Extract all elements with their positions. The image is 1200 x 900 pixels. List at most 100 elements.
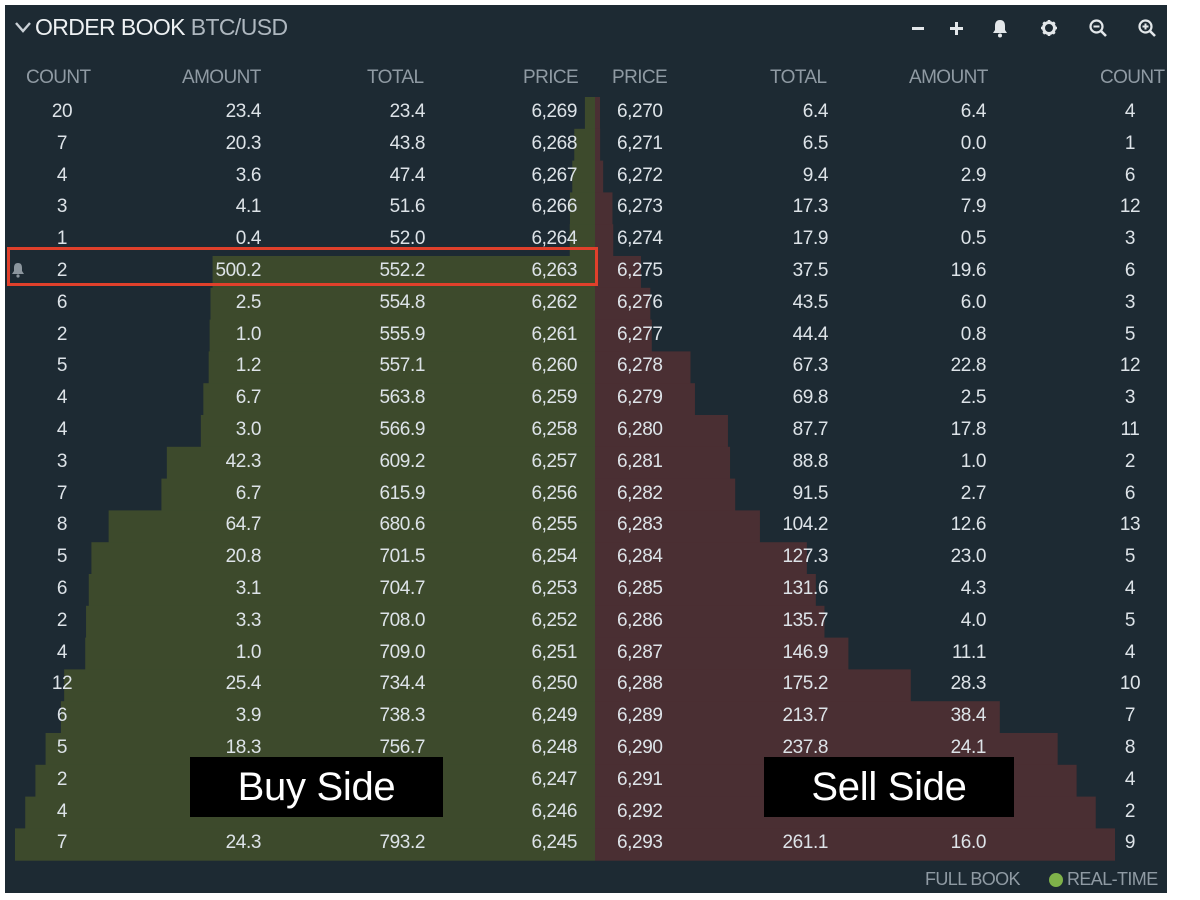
bid-total-header[interactable]: TOTAL [367, 67, 424, 88]
bid-count-cell: 6 [56, 291, 68, 313]
bid-count-cell: 4 [56, 641, 68, 663]
order-row[interactable]: 2 3.3 708.0 6,252 6,286 135.7 4.0 5 [5, 606, 1167, 638]
order-book-footer: FULL BOOK REAL-TIME [5, 865, 1167, 893]
order-row[interactable]: 7 6.7 615.9 6,256 6,282 91.5 2.7 6 [5, 479, 1167, 511]
order-row[interactable]: 6 2.5 554.8 6,262 6,276 43.5 6.0 3 [5, 288, 1167, 320]
bid-count-cell: 8 [56, 514, 68, 536]
order-row[interactable]: 5 20.8 701.5 6,254 6,284 127.3 23.0 5 [5, 542, 1167, 574]
ask-price-cell: 6,285 [617, 578, 663, 599]
bid-amount-cell: 500.2 [215, 260, 261, 281]
order-row[interactable]: 4 1.0 709.0 6,251 6,287 146.9 11.1 4 [5, 638, 1167, 670]
bid-count-cell: 4 [56, 800, 68, 822]
bid-price-cell: 6,247 [531, 768, 577, 790]
bid-count-cell: 3 [56, 196, 68, 218]
bid-count-cell: 4 [56, 387, 68, 409]
ask-amount-cell: 28.3 [950, 673, 987, 695]
ask-amount-cell: 12.6 [950, 514, 987, 536]
order-row[interactable]: 8 64.7 680.6 6,255 6,283 104.2 12.6 13 [5, 510, 1167, 542]
ask-depth-bar [595, 574, 816, 607]
price-alert-bell-icon[interactable] [11, 262, 25, 278]
bid-count-header[interactable]: COUNT [26, 67, 91, 88]
order-row[interactable]: 6 3.9 738.3 6,249 6,289 213.7 38.4 7 [5, 701, 1167, 733]
zoom-in-icon[interactable] [1136, 17, 1158, 39]
ask-price-header[interactable]: PRICE [612, 67, 668, 88]
order-row[interactable]: 6 3.1 704.7 6,253 6,285 131.6 4.3 4 [5, 574, 1167, 606]
order-row[interactable]: 7 24.3 793.2 6,245 6,293 261.1 16.0 9 [5, 828, 1167, 860]
ask-count-cell: 7 [1124, 705, 1136, 727]
order-row[interactable]: 2 6,247 6,291 4 [5, 765, 1167, 797]
bid-price-cell: 6,254 [531, 546, 577, 568]
gear-icon[interactable] [1038, 17, 1060, 39]
bid-total-cell: 704.7 [379, 578, 425, 599]
bid-total-cell: 23.4 [389, 101, 426, 122]
zoom-out-icon[interactable] [1087, 17, 1109, 39]
ask-count-cell: 9 [1124, 832, 1136, 854]
bid-amount-cell: 23.4 [225, 101, 262, 122]
bid-depth-bar [60, 701, 596, 734]
bid-depth-bar [584, 97, 595, 130]
ask-depth-bar [595, 128, 601, 162]
bid-amount-header[interactable]: AMOUNT [182, 67, 261, 88]
plus-icon[interactable] [945, 17, 967, 39]
ask-amount-cell: 2.9 [960, 164, 987, 186]
chevron-down-icon[interactable] [13, 19, 33, 35]
realtime-toggle[interactable]: REAL-TIME [1067, 869, 1158, 889]
ask-price-cell: 6,271 [617, 132, 663, 154]
order-row[interactable]: 4 6.7 563.8 6,259 6,279 69.8 2.5 3 [5, 383, 1167, 415]
ask-count-cell: 10 [1119, 673, 1141, 695]
order-row[interactable]: 12 25.4 734.4 6,250 6,288 175.2 28.3 10 [5, 669, 1167, 701]
order-row[interactable]: 4 6,246 6,292 2 [5, 797, 1167, 829]
ask-price-cell: 6,289 [617, 705, 663, 727]
ask-depth-bar [595, 192, 613, 225]
ask-count-cell: 4 [1124, 101, 1136, 122]
minus-icon[interactable] [907, 17, 929, 39]
bid-depth-bar [86, 605, 595, 639]
order-row[interactable]: 7 20.3 43.8 6,268 6,271 6.5 0.0 1 [5, 129, 1167, 161]
realtime-status-dot-icon [1049, 873, 1063, 887]
order-row[interactable]: 20 23.4 23.4 6,269 6,270 6.4 6.4 4 [5, 97, 1167, 129]
full-book-link[interactable]: FULL BOOK [925, 869, 1021, 889]
ask-amount-cell: 4.0 [960, 609, 987, 631]
column-headers: COUNT AMOUNT TOTAL PRICE PRICE TOTAL AMO… [5, 61, 1167, 95]
ask-count-cell: 11 [1120, 419, 1140, 440]
bid-depth-bar [88, 574, 595, 607]
order-row[interactable]: 5 1.2 557.1 6,260 6,278 67.3 22.8 12 [5, 351, 1167, 383]
bid-amount-cell: 3.1 [235, 578, 262, 599]
ask-depth-bar [595, 637, 849, 670]
ask-count-cell: 2 [1124, 450, 1136, 472]
ask-total-cell: 175.2 [782, 673, 828, 695]
bid-total-cell: 554.8 [379, 291, 425, 313]
ask-price-cell: 6,277 [617, 323, 663, 345]
ask-price-cell: 6,291 [617, 768, 663, 790]
bid-price-cell: 6,256 [531, 482, 577, 504]
ask-price-cell: 6,281 [617, 450, 663, 472]
order-row[interactable]: 4 3.0 566.9 6,258 6,280 87.7 17.8 11 [5, 415, 1167, 447]
order-row[interactable]: 2 1.0 555.9 6,261 6,277 44.4 0.8 5 [5, 320, 1167, 352]
ask-price-cell: 6,284 [617, 546, 663, 568]
ask-count-header[interactable]: COUNT [1100, 67, 1165, 88]
bid-depth-bar [203, 383, 596, 416]
bid-amount-cell: 1.0 [235, 641, 262, 663]
bid-price-cell: 6,257 [531, 450, 577, 472]
order-row[interactable]: 4 3.6 47.4 6,267 6,272 9.4 2.9 6 [5, 161, 1167, 193]
order-row[interactable]: 2 500.2 552.2 6,263 6,275 37.5 19.6 6 [5, 256, 1167, 288]
order-row[interactable]: 3 42.3 609.2 6,257 6,281 88.8 1.0 2 [5, 447, 1167, 479]
ask-price-cell: 6,280 [617, 419, 663, 440]
order-row[interactable]: 1 0.4 52.0 6,264 6,274 17.9 0.5 3 [5, 224, 1167, 256]
ask-count-cell: 5 [1124, 546, 1136, 568]
bid-amount-cell: 20.8 [225, 546, 262, 568]
bid-depth-bar [569, 192, 595, 225]
ask-count-cell: 4 [1124, 578, 1136, 599]
bid-price-header[interactable]: PRICE [523, 67, 579, 88]
order-row[interactable]: 3 4.1 51.6 6,266 6,273 17.3 7.9 12 [5, 192, 1167, 224]
bid-amount-cell: 6.7 [235, 387, 262, 409]
bid-price-cell: 6,267 [531, 164, 577, 186]
order-row[interactable]: 5 18.3 756.7 6,248 6,290 237.8 24.1 8 [5, 733, 1167, 765]
ask-total-header[interactable]: TOTAL [770, 67, 827, 88]
ask-price-cell: 6,286 [617, 609, 663, 631]
ask-total-cell: 146.9 [782, 641, 828, 663]
ask-price-cell: 6,288 [617, 673, 663, 695]
bell-icon[interactable] [989, 17, 1011, 39]
ask-amount-cell: 6.4 [960, 101, 987, 122]
ask-amount-header[interactable]: AMOUNT [909, 67, 988, 88]
